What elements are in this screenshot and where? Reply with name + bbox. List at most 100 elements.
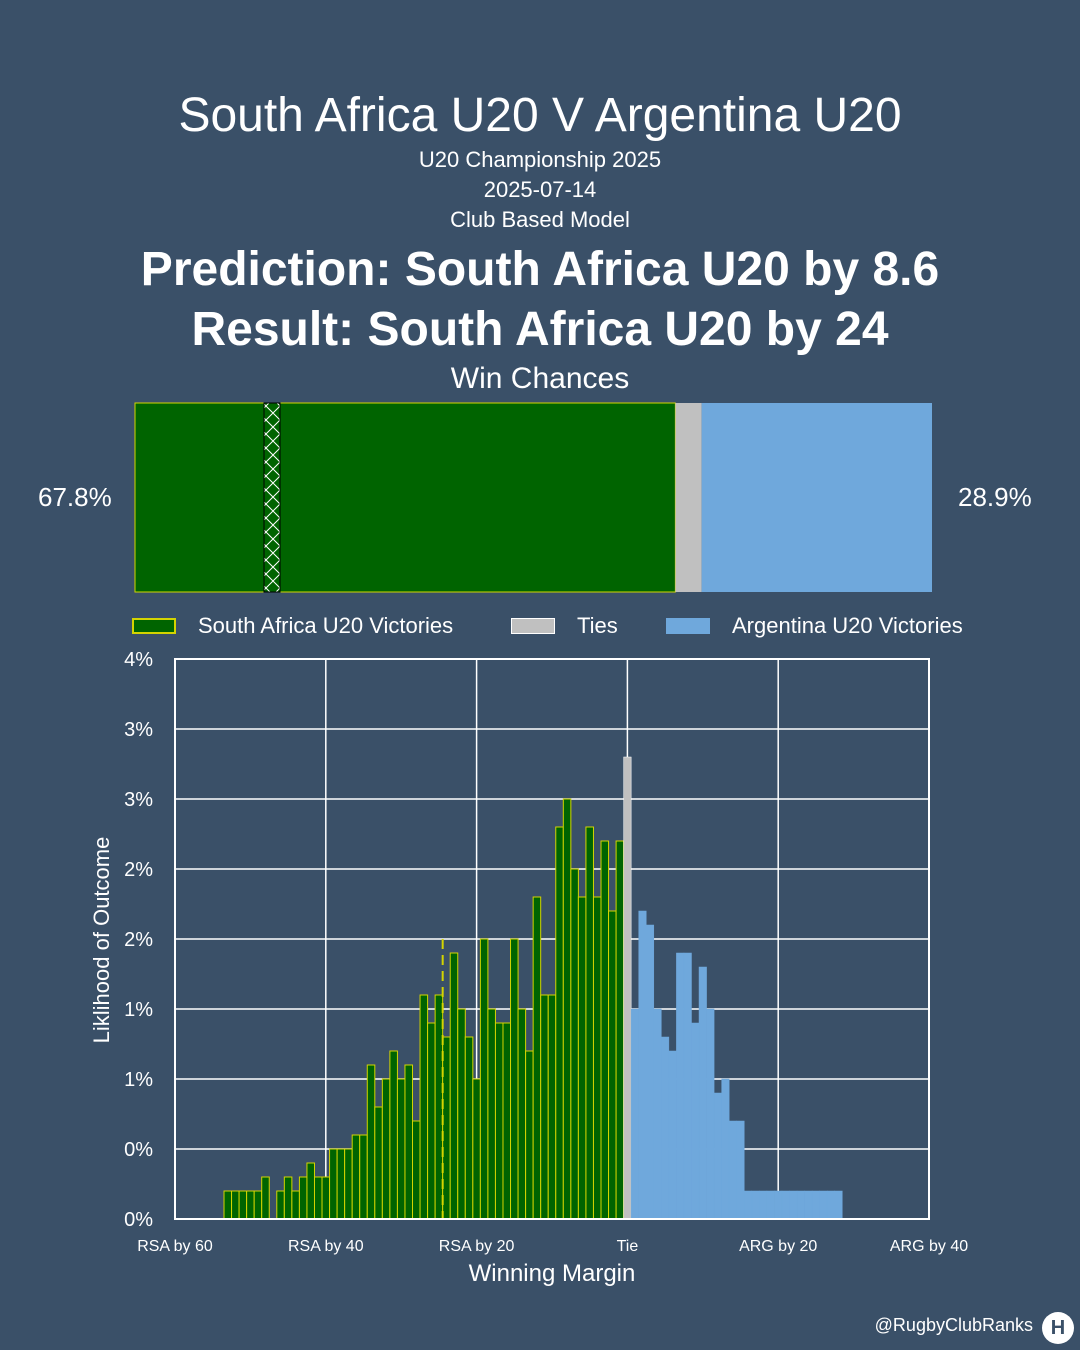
y-axis-label: Liklihood of Outcome	[89, 836, 114, 1044]
home-margin-bar	[427, 1022, 436, 1220]
home-margin-bar	[532, 896, 542, 1220]
y-tick-label: 0%	[124, 1139, 153, 1161]
legend-tie: Ties	[511, 612, 618, 640]
away-win-percent: 28.9%	[958, 482, 1032, 512]
home-margin-bar	[464, 1036, 474, 1220]
away-margin-bar	[811, 1190, 820, 1220]
home-margin-bar	[434, 994, 444, 1220]
home-margin-bar	[313, 1176, 323, 1220]
actual-result-marker	[263, 402, 281, 593]
home-margin-bar	[321, 1176, 331, 1220]
away-margin-bar	[706, 1008, 715, 1220]
away-margin-bar	[721, 1078, 730, 1220]
away-margin-bar	[646, 924, 655, 1220]
home-margin-bar	[517, 1008, 527, 1220]
home-margin-bar	[306, 1162, 315, 1220]
home-margin-bar	[276, 1190, 285, 1220]
y-tick-label: 3%	[124, 719, 153, 741]
home-margin-bar	[366, 1064, 376, 1220]
home-margin-bar	[547, 994, 557, 1220]
away-margin-bar	[744, 1190, 753, 1220]
legend-away: Argentina U20 Victories	[666, 612, 963, 640]
tie-segment	[675, 403, 702, 592]
brand-logo-icon: H	[1042, 1312, 1074, 1344]
home-margin-bar	[502, 1022, 512, 1220]
away-margin-bar	[751, 1190, 760, 1220]
away-margin-bar	[804, 1190, 813, 1220]
home-margin-bar	[359, 1134, 368, 1220]
model-name: Club Based Model	[450, 207, 630, 232]
win-chances-bar	[134, 402, 932, 593]
away-margin-bar	[774, 1190, 783, 1220]
legend-home-label: South Africa U20 Victories	[198, 613, 454, 638]
away-margin-bar	[668, 1050, 677, 1220]
home-margin-bar	[570, 868, 579, 1220]
away-margin-bar	[676, 952, 685, 1220]
home-win-segment	[134, 402, 676, 593]
chart-title: South Africa U20 V Argentina U20	[178, 89, 902, 142]
competition-name: U20 Championship 2025	[418, 147, 662, 172]
home-margin-bar	[246, 1190, 255, 1220]
home-margin-bar	[540, 994, 549, 1220]
away-margin-bar	[683, 952, 692, 1220]
away-margin-bar	[630, 1008, 639, 1220]
home-margin-bar	[494, 1022, 504, 1220]
home-margin-bar	[510, 938, 519, 1220]
home-margin-bar	[608, 910, 617, 1220]
home-margin-bar	[555, 826, 564, 1220]
away-margin-bar	[766, 1190, 775, 1220]
home-margin-bar	[381, 1078, 391, 1220]
y-tick-label: 2%	[124, 859, 153, 881]
legend-away-label: Argentina U20 Victories	[732, 613, 963, 638]
home-margin-bar	[231, 1190, 240, 1220]
home-win-percent: 67.8%	[38, 482, 112, 512]
home-margin-bar	[449, 952, 459, 1220]
win-chances-title: Win Chances	[450, 362, 630, 395]
x-tick-label: Tie	[617, 1238, 639, 1255]
result-text: Result: South Africa U20 by 24	[191, 303, 889, 356]
home-margin-bar	[585, 826, 594, 1220]
legend-away-swatch	[666, 618, 710, 634]
y-tick-label: 1%	[124, 999, 153, 1021]
y-tick-label: 2%	[124, 929, 153, 951]
home-margin-bar	[261, 1176, 270, 1220]
home-margin-bar	[412, 1120, 421, 1220]
y-tick-label: 0%	[124, 1209, 153, 1231]
y-tick-label: 3%	[124, 789, 153, 811]
home-margin-bar	[291, 1190, 300, 1220]
home-margin-bar	[283, 1176, 293, 1220]
home-margin-bar	[223, 1190, 233, 1220]
margin-histogram: 0% 0% 1% 1% 2% 2% 3% 3% 4% RSA by 60 RSA by 40 RSA…	[124, 649, 968, 1255]
plot-frame	[174, 658, 930, 1220]
home-margin-bar	[592, 896, 602, 1220]
home-margin-bar	[396, 1078, 406, 1220]
away-margin-bar	[638, 910, 647, 1220]
credit-handle[interactable]: @RugbyClubRanks	[874, 1315, 1033, 1335]
home-margin-bar	[600, 840, 610, 1220]
away-margin-bar	[736, 1120, 745, 1220]
away-margin-bar	[796, 1190, 805, 1220]
home-margin-bar	[487, 1008, 496, 1220]
home-margin-bar	[577, 896, 587, 1220]
home-margin-bar	[562, 798, 572, 1220]
away-margin-bar	[789, 1190, 798, 1220]
home-margin-bar	[344, 1148, 353, 1220]
away-margin-bar	[826, 1190, 836, 1220]
home-margin-bar	[615, 840, 625, 1220]
away-margin-bar	[713, 1092, 722, 1220]
away-margin-bar	[728, 1120, 737, 1220]
y-tick-label: 4%	[124, 649, 153, 671]
x-tick-label: RSA by 40	[288, 1238, 364, 1255]
away-margin-bar	[691, 1022, 700, 1220]
home-margin-bar	[525, 1050, 534, 1220]
match-date: 2025-07-14	[483, 177, 597, 202]
home-margin-bar	[442, 1036, 451, 1220]
x-tick-label: RSA by 20	[439, 1238, 515, 1255]
away-margin-bar	[819, 1190, 828, 1220]
away-margin-bar	[759, 1190, 768, 1220]
prediction-text: Prediction: South Africa U20 by 8.6	[140, 243, 940, 296]
home-margin-bar	[336, 1148, 346, 1220]
home-margin-bar	[329, 1148, 338, 1220]
legend-home-swatch	[132, 618, 176, 634]
home-margin-bar	[253, 1190, 263, 1220]
